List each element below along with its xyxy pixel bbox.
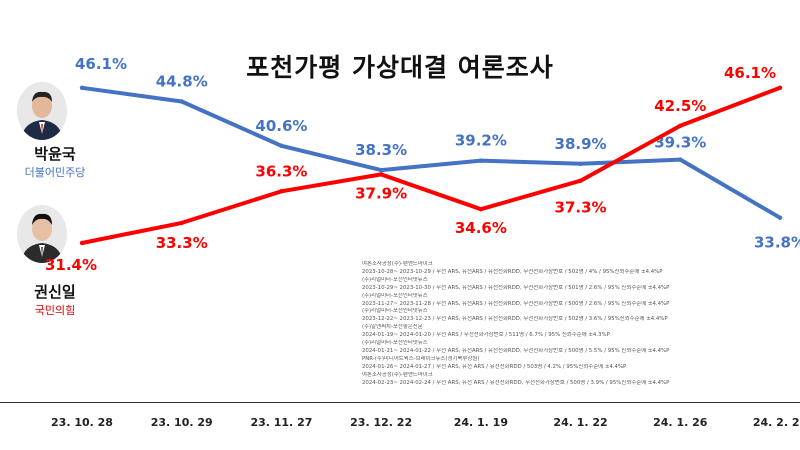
- candidate-party-2: 국민의힘: [34, 304, 76, 317]
- survey-notes: 여론조사공정(주)-팬앤드마이크 2023-10-28~ 2023-10-29 /…: [362, 261, 762, 388]
- data-point: [578, 178, 583, 183]
- candidate-name-2: 권신일: [34, 283, 76, 301]
- survey-note-line: 2023-12-22~ 2023-12-23 / 무선 ARS, 유선ARS /…: [362, 316, 668, 323]
- x-tick-label: 24. 2. 23: [753, 416, 800, 429]
- x-tick-label: 24. 1. 26: [653, 416, 708, 429]
- survey-note-line: 2023-11-27~ 2023-11-28 / 무선 ARS, 유선ARS /…: [362, 300, 670, 307]
- data-point: [478, 158, 484, 163]
- data-label: 37.3%: [555, 199, 607, 217]
- candidate-photo-2: [17, 205, 67, 263]
- survey-note-line: PNR-(주)미디어트윅스-브레이크뉴스(경기북부강원): [362, 355, 480, 362]
- x-tick-label: 23. 10. 28: [51, 416, 113, 429]
- data-point: [777, 215, 783, 220]
- survey-note-line: 2023-10-28~ 2023-10-29 / 무선 ARS, 유선ARS /…: [362, 268, 663, 275]
- candidate-photo-1: [17, 82, 67, 140]
- data-point: [378, 172, 384, 177]
- survey-note-line: 2024-02-23~ 2024-02-24 / 무선 ARS, 유선 ARS …: [362, 379, 670, 386]
- data-label: 38.3%: [355, 141, 407, 159]
- x-tick-label: 24. 1. 22: [553, 416, 607, 429]
- x-axis-line: [0, 402, 800, 403]
- data-label: 33.3%: [156, 234, 208, 252]
- survey-note-line: 2023-10-29~ 2023-10-30 / 무선 ARS, 유선ARS /…: [362, 284, 670, 291]
- x-tick-label: 23. 12. 22: [350, 416, 412, 429]
- candidate-name-1: 박윤국: [34, 145, 76, 163]
- survey-note-line: (주)리얼미터-포천인터넷뉴스: [362, 292, 428, 299]
- data-point: [79, 85, 85, 90]
- chart-title: 포천가평 가상대결 여론조사: [246, 53, 554, 82]
- data-label: 39.2%: [455, 132, 507, 150]
- data-point: [279, 189, 284, 194]
- data-point: [578, 161, 583, 166]
- survey-note-line: (주)알앤써치-포천좋은신문: [362, 324, 423, 331]
- data-point: [678, 157, 683, 162]
- data-point: [79, 240, 85, 246]
- data-point: [478, 207, 484, 212]
- data-point: [279, 143, 284, 149]
- data-label: 44.8%: [156, 72, 208, 90]
- series-line: [80, 85, 782, 245]
- survey-note-line: (주)리얼미터-포천인터넷뉴스: [362, 340, 428, 347]
- survey-note-line: (주)리얼미터-포천인터넷뉴스: [362, 308, 428, 315]
- survey-note-line: 2024-01-19~ 2024-01-20 / 무선 ARS / 무선전화가상…: [362, 332, 610, 339]
- person-icon: [17, 205, 67, 263]
- data-label: 31.4%: [45, 256, 97, 274]
- person-icon: [17, 82, 67, 140]
- data-label: 42.5%: [654, 97, 706, 115]
- series-line: [80, 85, 782, 220]
- survey-note-line: 2024-01-26~ 2024-01-27 / 무선 ARS, 유선 ARS …: [362, 363, 627, 370]
- survey-note-line: 여론조사공정(주)-팬앤드마이크: [362, 371, 433, 378]
- x-tick-label: 23. 10. 29: [151, 416, 213, 429]
- candidate-party-1: 더불어민주당: [24, 166, 86, 179]
- survey-note-line: 2024-01-21~ 2024-01-22 / 무선 ARS, 유선ARS /…: [362, 347, 670, 354]
- data-label: 46.1%: [75, 55, 127, 73]
- data-label: 39.3%: [654, 134, 706, 152]
- data-point: [678, 123, 683, 128]
- x-tick-label: 23. 11. 27: [250, 416, 312, 429]
- data-point: [179, 220, 184, 226]
- data-label: 37.9%: [355, 184, 407, 202]
- data-point: [378, 167, 384, 173]
- data-label: 33.8%: [754, 234, 800, 252]
- data-label: 40.6%: [255, 117, 307, 135]
- data-point: [179, 99, 184, 104]
- x-tick-label: 24. 1. 19: [454, 416, 508, 429]
- data-label: 36.3%: [255, 162, 307, 180]
- survey-note-line: 여론조사공정(주)-팬앤드마이크: [362, 261, 433, 267]
- data-label: 34.6%: [455, 219, 507, 237]
- data-label: 46.1%: [724, 64, 776, 82]
- data-label: 38.9%: [555, 135, 607, 153]
- data-point: [777, 85, 783, 90]
- survey-note-line: (주)리얼미터-포천인터넷뉴스: [362, 276, 428, 283]
